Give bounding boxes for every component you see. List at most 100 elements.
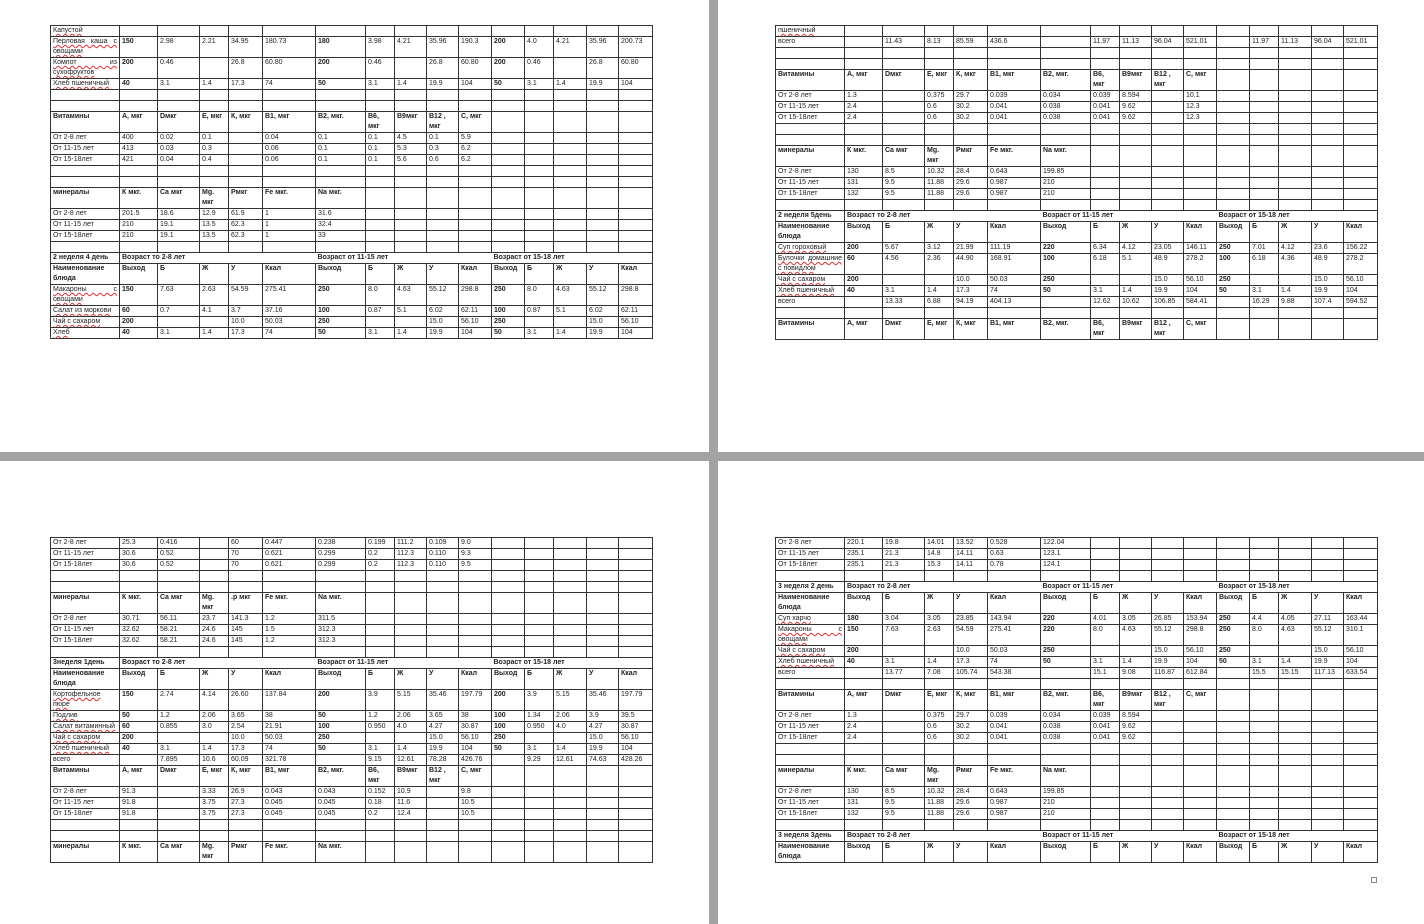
table-cell [553, 187, 587, 209]
table-cell [1249, 123, 1279, 135]
table-cell [426, 613, 459, 625]
table-cell: Ca мкг [882, 145, 925, 167]
table-cell: 50 [119, 710, 158, 722]
table-cell: 0.03 [157, 143, 200, 155]
table-cell: 4.01 [1090, 613, 1120, 625]
table-cell [365, 581, 395, 593]
table-cell [1151, 570, 1184, 582]
table-cell [1040, 296, 1091, 308]
table-cell: Б [882, 221, 925, 243]
table-cell: 74.63 [586, 754, 619, 766]
table-cell: 74 [262, 743, 316, 755]
table-cell [262, 241, 316, 253]
table-cell: 15.3 [924, 559, 954, 571]
table-cell: 3.1 [157, 78, 200, 90]
table-cell: 3.1 [157, 743, 200, 755]
table-cell [553, 548, 587, 560]
table-cell: 104 [618, 327, 653, 339]
table-cell [844, 58, 883, 70]
age-group-label: Возраст от 11-15 лет [315, 252, 492, 264]
table-cell: 0.1 [315, 143, 366, 155]
table-cell: 633.54 [1343, 667, 1378, 679]
table-cell [882, 645, 925, 657]
table-cell: 54.59 [228, 284, 263, 306]
table-cell: 38 [262, 710, 316, 722]
table-cell: 13.33 [882, 296, 925, 308]
table-cell: 7.08 [924, 667, 954, 679]
table-cell [491, 143, 525, 155]
table-cell [491, 841, 525, 863]
row-label-cell: Подлив [50, 710, 120, 722]
table-cell: 15.5 [1249, 667, 1279, 679]
table-cell: Dмкг [157, 765, 200, 787]
table-cell [1040, 754, 1091, 766]
table-cell: Ж [199, 668, 229, 690]
table-row-header: Наименование блюда Выход Б Ж У Ккал Выход Б Ж У Кк… [50, 668, 653, 690]
table-cell: 4.0 [394, 721, 427, 733]
table-cell [1311, 732, 1344, 744]
table-cell: 100 [1040, 253, 1091, 275]
table-cell: 3.75 [199, 797, 229, 809]
table-cell: 117.13 [1311, 667, 1344, 679]
table-cell [1278, 559, 1312, 571]
table-cell: 0.2 [365, 559, 395, 571]
table-cell [394, 635, 427, 647]
table-cell [618, 635, 653, 647]
table-cell [1216, 819, 1250, 831]
table-cell: У [953, 841, 988, 863]
table-cell: Pмкг [228, 841, 263, 863]
table-cell [586, 219, 619, 231]
table-cell: 30.2 [953, 732, 988, 744]
table-cell [315, 176, 366, 188]
table-cell: 105.74 [953, 667, 988, 679]
table-cell: 12.61 [553, 754, 587, 766]
table-cell: 40 [119, 78, 158, 90]
table-cell [553, 89, 587, 101]
table-cell [1151, 112, 1184, 124]
table-cell: Ккал [1343, 841, 1378, 863]
table-cell: 521.01 [1183, 36, 1217, 48]
table-row-header: минералы К мкг. Ca мкг Mg. мкг Pмкг Fe мкг. Na… [775, 765, 1378, 787]
table-cell: 312.3 [315, 635, 366, 647]
table-cell: 13.5 [199, 219, 229, 231]
table-cell: 0.06 [262, 143, 316, 155]
table-cell [491, 808, 525, 820]
table-cell: 1.3 [844, 90, 883, 102]
table-cell [458, 819, 492, 831]
table-cell: Выход [844, 592, 883, 614]
table-cell: 26.60 [228, 689, 263, 711]
table-cell [1343, 570, 1378, 582]
table-cell: 12.4 [394, 808, 427, 820]
table-cell [1343, 797, 1378, 809]
table-cell [458, 624, 492, 636]
table-row-data: От 2-8 лет 25.3 0.416 60 0.447 0.238 0.199 111.… [50, 537, 653, 549]
table-cell [1249, 765, 1279, 787]
table-cell [1278, 58, 1312, 70]
row-label-cell: От 2-8 лет [775, 166, 845, 178]
table-cell [365, 25, 395, 37]
table-cell [394, 830, 427, 842]
table-cell [586, 25, 619, 37]
table-cell [458, 646, 492, 658]
table-cell [882, 710, 925, 722]
table-cell: 1.5 [262, 624, 316, 636]
table-cell: 0.987 [987, 177, 1041, 189]
table-cell: 5.15 [553, 689, 587, 711]
table-cell: 0.63 [987, 548, 1041, 560]
table-cell [458, 841, 492, 863]
resize-handle[interactable] [1371, 877, 1377, 883]
table-cell [1216, 667, 1250, 679]
table-cell: 35.46 [426, 689, 459, 711]
table-cell: В1, мкг [987, 689, 1041, 711]
table-cell [1183, 47, 1217, 59]
table-cell: Ккал [262, 668, 316, 690]
table-cell: 145 [228, 624, 263, 636]
table-cell [119, 570, 158, 582]
table-cell: 11.88 [924, 808, 954, 820]
table-cell [394, 230, 427, 242]
table-cell: 210 [1040, 808, 1091, 820]
table-cell: 15.0 [426, 316, 459, 328]
table-cell [458, 592, 492, 614]
table-row-total: всего 11.43 8.13 85.59 436.6 11.97 11.13 96.04 5… [775, 36, 1378, 48]
table-cell [491, 89, 525, 101]
